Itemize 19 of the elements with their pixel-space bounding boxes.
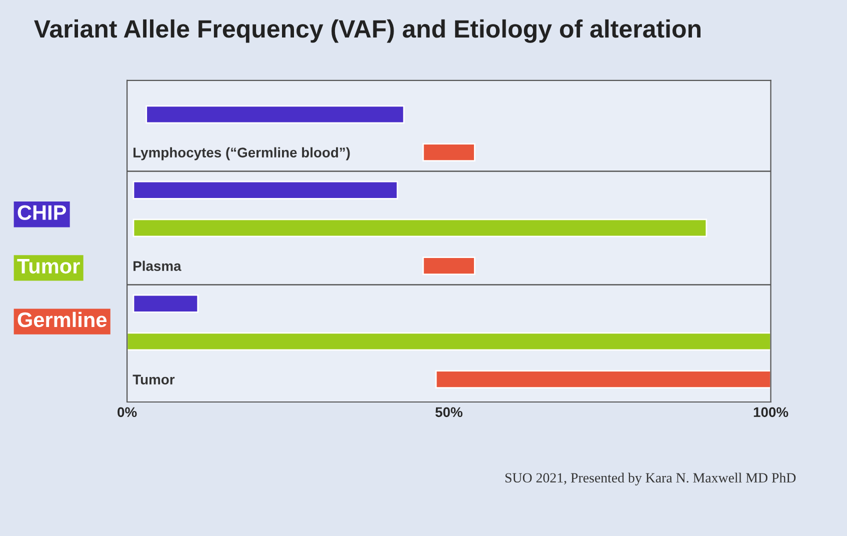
y-tick-label: Plasma xyxy=(134,260,182,271)
bar xyxy=(132,294,199,313)
bar xyxy=(132,218,708,238)
bar xyxy=(146,105,405,124)
bar xyxy=(422,256,476,275)
bar xyxy=(435,370,771,389)
y-tick-label: Tumor xyxy=(132,374,175,384)
text: SUO 2021, Presented by Kara N. Maxwell MD PhD xyxy=(505,472,796,486)
bar xyxy=(127,332,771,351)
bar xyxy=(422,143,476,162)
text: Tumor xyxy=(17,259,80,274)
y-tick-label: Lymphocytes (“Germline blood”) xyxy=(134,147,350,160)
x-tick-label: 100% xyxy=(754,407,788,418)
text: CHIP xyxy=(18,205,66,220)
bar xyxy=(132,180,398,200)
x-tick-label: 0% xyxy=(118,407,137,418)
chart-title: Variant Allele Frequency (VAF) and Etiology of alteration xyxy=(34,19,700,43)
text: Germline xyxy=(18,312,107,328)
x-tick-label: 50% xyxy=(435,407,462,418)
